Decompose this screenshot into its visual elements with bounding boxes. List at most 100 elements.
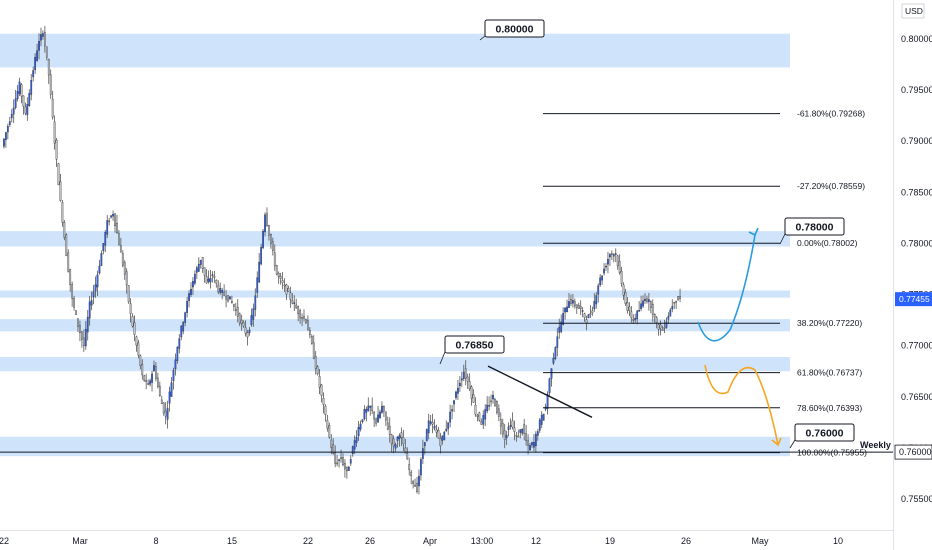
candle bbox=[601, 275, 603, 281]
candle bbox=[455, 391, 457, 398]
candle bbox=[462, 371, 465, 379]
candle bbox=[116, 223, 118, 234]
candle bbox=[110, 215, 112, 218]
candle bbox=[384, 411, 387, 421]
candle bbox=[499, 419, 502, 427]
candle bbox=[307, 320, 309, 331]
candle bbox=[182, 322, 185, 332]
candle bbox=[404, 447, 407, 454]
candle bbox=[186, 300, 188, 313]
candle bbox=[57, 163, 60, 186]
candle bbox=[497, 408, 500, 417]
weekly-price-tag bbox=[894, 444, 932, 460]
candle bbox=[626, 302, 629, 311]
callout-box[interactable] bbox=[794, 423, 855, 442]
candle bbox=[570, 298, 572, 304]
candle bbox=[176, 347, 179, 361]
candle bbox=[164, 410, 167, 417]
time-tick: Mar bbox=[72, 536, 88, 546]
candle bbox=[647, 299, 650, 302]
candle bbox=[566, 306, 568, 313]
candle bbox=[133, 322, 136, 335]
candle bbox=[40, 34, 42, 41]
candle bbox=[119, 245, 122, 253]
candle bbox=[28, 93, 31, 107]
candle bbox=[521, 429, 524, 434]
candle bbox=[92, 291, 95, 298]
candle bbox=[30, 80, 33, 95]
candle bbox=[398, 435, 401, 439]
candle bbox=[427, 420, 430, 434]
time-tick: 22 bbox=[0, 536, 9, 546]
time-axis[interactable]: 22 Mar 8 15 22 26 Apr 13:00 12 19 26 May 10 bbox=[0, 536, 843, 546]
callout-box[interactable] bbox=[444, 335, 505, 354]
candle bbox=[646, 298, 648, 302]
time-tick: 12 bbox=[531, 536, 541, 546]
candle bbox=[548, 378, 551, 393]
candle bbox=[137, 342, 140, 356]
candle bbox=[377, 414, 379, 423]
zone-0 bbox=[0, 33, 790, 68]
candle bbox=[36, 50, 38, 61]
candle bbox=[478, 412, 481, 421]
candle bbox=[131, 316, 134, 327]
currency-badge[interactable] bbox=[901, 3, 925, 19]
weekly-price-text: 0.76000 bbox=[899, 447, 932, 457]
candle bbox=[388, 425, 391, 435]
candle bbox=[628, 306, 631, 311]
candle bbox=[542, 413, 545, 421]
candle bbox=[10, 114, 13, 119]
zone-1 bbox=[0, 231, 790, 247]
time-tick: 10 bbox=[833, 536, 843, 546]
candle bbox=[316, 366, 319, 375]
candle bbox=[240, 319, 243, 324]
candle bbox=[480, 421, 483, 425]
fibonacci-levels: -61.80%(0.79268) -27.20%(0.78559) 0.00%(0.… bbox=[543, 109, 867, 458]
candle bbox=[51, 98, 54, 118]
candle bbox=[79, 325, 81, 334]
candle bbox=[301, 317, 303, 319]
price-axis[interactable]: USD 0.80000 0.79500 0.79000 0.78500 0.78000 0.… bbox=[894, 3, 932, 504]
candle bbox=[268, 225, 270, 236]
candle bbox=[291, 300, 294, 304]
candle bbox=[232, 304, 235, 307]
candle bbox=[246, 332, 249, 338]
candle bbox=[108, 220, 111, 223]
candle bbox=[334, 452, 337, 464]
candle bbox=[365, 408, 368, 413]
candle bbox=[669, 309, 672, 317]
time-tick: May bbox=[751, 536, 769, 546]
candle bbox=[533, 442, 535, 448]
candle bbox=[572, 300, 574, 304]
candle bbox=[453, 400, 455, 405]
callout-box[interactable] bbox=[484, 19, 545, 38]
candle bbox=[118, 233, 120, 246]
candle bbox=[597, 285, 600, 295]
candle bbox=[308, 330, 311, 335]
arrowhead-icon bbox=[748, 227, 759, 237]
candle bbox=[591, 310, 594, 314]
candle bbox=[492, 395, 494, 400]
candle bbox=[273, 252, 276, 267]
candle bbox=[593, 301, 596, 310]
candle bbox=[410, 471, 413, 477]
candle bbox=[32, 70, 35, 78]
candle bbox=[275, 265, 278, 275]
price-tick: 0.75500 bbox=[901, 494, 932, 504]
candle bbox=[279, 275, 282, 279]
candle bbox=[531, 442, 533, 446]
candle bbox=[529, 445, 531, 451]
callout-box[interactable] bbox=[784, 217, 845, 236]
candle bbox=[464, 368, 467, 379]
weekly-label: Weekly bbox=[860, 440, 891, 450]
candle bbox=[318, 376, 321, 388]
candle bbox=[614, 253, 617, 255]
candle bbox=[236, 306, 239, 317]
candle bbox=[16, 91, 19, 100]
candle bbox=[125, 271, 128, 286]
callout-text: 0.80000 bbox=[496, 24, 534, 36]
candle bbox=[59, 181, 62, 201]
candle bbox=[513, 427, 516, 432]
candles bbox=[3, 26, 681, 495]
